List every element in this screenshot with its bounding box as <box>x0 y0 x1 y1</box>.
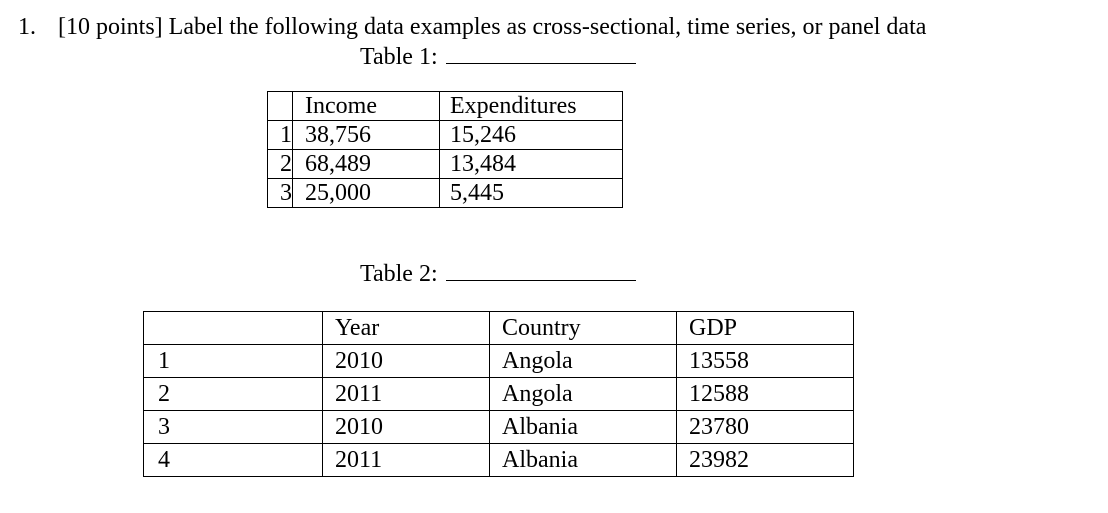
table-row: 1 38,756 15,246 <box>267 120 623 150</box>
table-cell: 2010 <box>322 410 490 444</box>
table-header-cell: GDP <box>676 311 854 345</box>
table-cell: 2010 <box>322 344 490 378</box>
table-cell: 12588 <box>676 377 854 411</box>
table2: Year Country GDP 1 2010 Angola 13558 2 2… <box>143 311 854 477</box>
table-header-row: Year Country GDP <box>143 311 854 345</box>
table-header-cell <box>267 91 293 121</box>
table-row: 2 68,489 13,484 <box>267 149 623 179</box>
table-cell: 2011 <box>322 443 490 477</box>
question-prompt: 1. [10 points] Label the following data e… <box>18 13 926 41</box>
table-cell: 68,489 <box>292 149 440 179</box>
table-row: 1 2010 Angola 13558 <box>143 344 854 378</box>
table-cell: 25,000 <box>292 178 440 208</box>
table-cell: 3 <box>267 178 293 208</box>
table1-label: Table 1: <box>360 44 438 70</box>
table-row: 4 2011 Albania 23982 <box>143 443 854 477</box>
table-row: 3 2010 Albania 23780 <box>143 410 854 444</box>
table-cell: Albania <box>489 443 677 477</box>
table-header-cell: Expenditures <box>439 91 623 121</box>
table-cell: 1 <box>143 344 323 378</box>
table-cell: Angola <box>489 344 677 378</box>
table-cell: 2011 <box>322 377 490 411</box>
table-cell: 5,445 <box>439 178 623 208</box>
table-header-cell <box>143 311 323 345</box>
table-header-cell: Income <box>292 91 440 121</box>
table-cell: Angola <box>489 377 677 411</box>
table-header-row: Income Expenditures <box>267 91 623 121</box>
table2-label: Table 2: <box>360 261 438 287</box>
table-cell: 3 <box>143 410 323 444</box>
table-cell: 13558 <box>676 344 854 378</box>
table-cell: 1 <box>267 120 293 150</box>
table-cell: 2 <box>143 377 323 411</box>
table-cell: 4 <box>143 443 323 477</box>
table-cell: 38,756 <box>292 120 440 150</box>
table1-answer-blank[interactable] <box>445 43 636 64</box>
table-cell: 23982 <box>676 443 854 477</box>
table-row: 2 2011 Angola 12588 <box>143 377 854 411</box>
table-cell: 13,484 <box>439 149 623 179</box>
table-cell: 23780 <box>676 410 854 444</box>
question-text: [10 points] Label the following data exa… <box>58 14 927 40</box>
table-cell: 2 <box>267 149 293 179</box>
table2-label-row: Table 2: <box>360 260 636 288</box>
table-header-cell: Country <box>489 311 677 345</box>
question-number: 1. <box>18 14 36 40</box>
table-row: 3 25,000 5,445 <box>267 178 623 208</box>
table-cell: Albania <box>489 410 677 444</box>
table1: Income Expenditures 1 38,756 15,246 2 68… <box>267 91 623 208</box>
table-cell: 15,246 <box>439 120 623 150</box>
table1-label-row: Table 1: <box>360 43 636 71</box>
table-header-cell: Year <box>322 311 490 345</box>
table2-answer-blank[interactable] <box>445 260 636 281</box>
